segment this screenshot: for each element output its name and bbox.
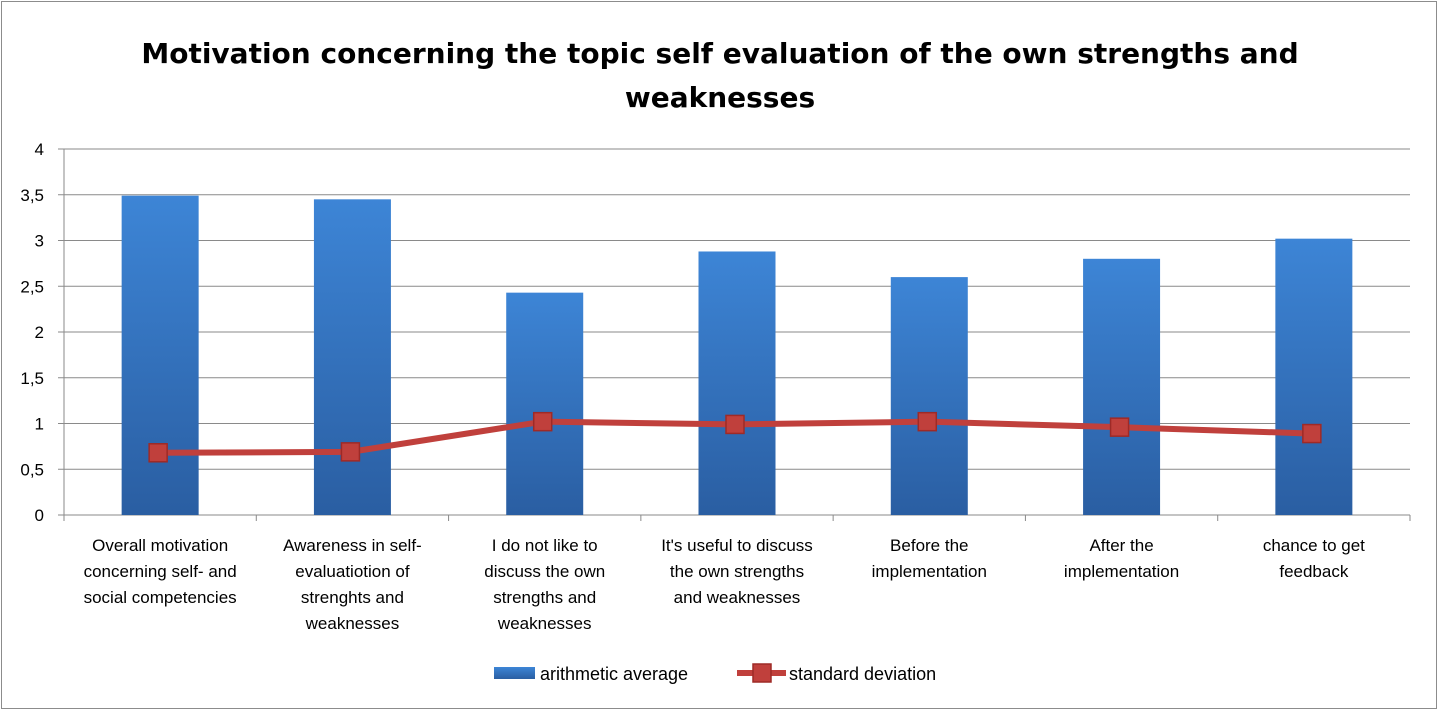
y-tick-label: 1 — [35, 415, 44, 434]
y-tick-label: 1,5 — [20, 369, 44, 388]
marker-standard-deviation — [148, 443, 168, 463]
marker-standard-deviation — [725, 414, 745, 435]
bar-arithmetic-average — [698, 251, 776, 516]
x-category-label: After the implementation — [1064, 536, 1179, 581]
bar-arithmetic-average — [1275, 238, 1353, 516]
x-category-label: Awareness in self-evaluatiotion of streng… — [283, 536, 422, 633]
x-category-label: It's useful to discuss the own strengths a… — [661, 536, 813, 607]
marker-standard-deviation — [340, 442, 361, 462]
y-tick-label: 2 — [35, 323, 44, 342]
chart-title: Motivation concerning the topic self eva… — [141, 37, 1299, 114]
y-tick-label: 2,5 — [20, 277, 44, 296]
marker-standard-deviation — [917, 411, 938, 432]
marker-standard-deviation — [1302, 423, 1322, 444]
legend-marker-standard-deviation — [752, 663, 772, 683]
bar-arithmetic-average — [313, 199, 391, 515]
bar-arithmetic-average — [1083, 258, 1161, 515]
x-category-label: Before the implementation — [872, 536, 987, 581]
y-tick-label: 0,5 — [20, 460, 44, 479]
legend-swatch-arithmetic-average — [494, 667, 535, 679]
bar-arithmetic-average — [506, 292, 584, 515]
y-tick-label: 3 — [35, 232, 44, 251]
y-tick-label: 4 — [35, 140, 44, 159]
x-category-label: chance to get feedback — [1263, 536, 1365, 581]
legend-label-arithmetic-average: arithmetic average — [540, 664, 688, 684]
x-category-label: I do not like to discuss the own strengths… — [484, 536, 605, 633]
y-tick-label: 3,5 — [20, 186, 44, 205]
x-category-label: Overall motivation concerning self- and so… — [84, 536, 237, 607]
bar-arithmetic-average — [121, 195, 199, 516]
bar-arithmetic-average — [890, 277, 968, 515]
marker-standard-deviation — [532, 411, 553, 432]
marker-standard-deviation — [1109, 417, 1130, 437]
legend-label-standard-deviation: standard deviation — [789, 664, 936, 684]
y-tick-label: 0 — [35, 506, 44, 525]
